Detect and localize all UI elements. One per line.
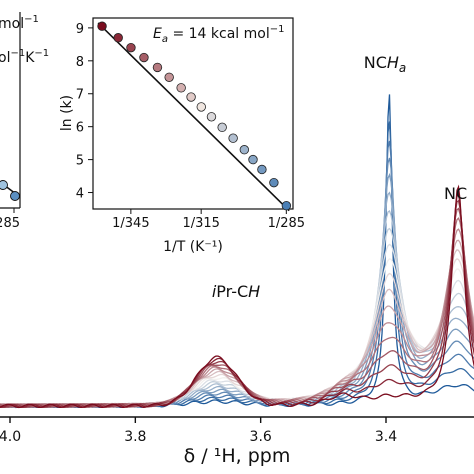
left-inset-x-tick-label: /285 bbox=[0, 216, 20, 231]
inset-y-axis-title: ln (k) bbox=[59, 95, 75, 131]
inset-y-tick-label: 4 bbox=[76, 187, 84, 202]
main-x-tick-label: 3.6 bbox=[250, 429, 272, 445]
inset-data-point bbox=[113, 33, 123, 43]
inset-x-tick-label: 1/315 bbox=[182, 216, 219, 231]
peak-labels: NCHa iPr-CH NC bbox=[212, 53, 467, 301]
inset-data-point bbox=[152, 62, 163, 73]
inset-x-tick-label: 1/345 bbox=[112, 216, 149, 231]
left-inset-point-1 bbox=[0, 180, 8, 190]
inset-data-point bbox=[186, 92, 196, 102]
left-inset-text-1: mol−1 bbox=[0, 14, 39, 32]
nmr-spectrum-panel: 4.0 3.8 3.6 3.4 δ / ¹H, ppm NCHa iPr-CH NC bbox=[0, 53, 474, 467]
peak-label-ipr: iPr-CH bbox=[212, 282, 260, 301]
inset-data-point bbox=[269, 177, 279, 188]
inset-y-tick-label: 5 bbox=[76, 154, 84, 169]
main-x-ticks: 4.0 3.8 3.6 3.4 bbox=[0, 417, 397, 445]
inset-annotation: Ea = 14 kcal mol−1 bbox=[153, 24, 284, 45]
main-x-tick-label: 3.8 bbox=[124, 429, 146, 445]
inset-data-point bbox=[126, 42, 136, 53]
inset-x-ticks: 1/345 1/315 1/285 bbox=[112, 209, 305, 231]
inset-y-tick-label: 8 bbox=[76, 55, 84, 70]
inset-data-point bbox=[248, 154, 258, 165]
inset-points bbox=[97, 21, 292, 211]
main-x-axis-title: δ / ¹H, ppm bbox=[184, 445, 291, 467]
spectrum-series bbox=[0, 199, 474, 408]
inset-data-point bbox=[228, 133, 238, 143]
spectrum-series bbox=[0, 192, 474, 409]
spectra-lines bbox=[0, 94, 474, 409]
main-x-tick-label: 4.0 bbox=[0, 429, 21, 445]
inset-data-point bbox=[97, 21, 107, 31]
peak-label-nc: NC bbox=[444, 184, 467, 203]
inset-data-point bbox=[176, 83, 186, 93]
inset-data-point bbox=[196, 102, 206, 112]
inset-data-point bbox=[206, 112, 217, 122]
inset-x-tick-label: 1/285 bbox=[268, 216, 305, 231]
peak-label-ncha: NCHa bbox=[364, 53, 407, 75]
left-inset-text-2: ol−1K−1 bbox=[0, 48, 49, 66]
inset-data-point bbox=[164, 72, 174, 82]
arrhenius-inset-panel: 4 5 6 7 8 9 1/345 1/315 1/285 Ea = 14 kcal mol−… bbox=[59, 17, 305, 255]
inset-x-axis-title: 1/T (K⁻¹) bbox=[163, 239, 223, 255]
left-inset-point-2 bbox=[10, 191, 20, 201]
inset-data-point bbox=[281, 201, 292, 211]
left-inset-panel: mol−1 ol−1K−1 /285 bbox=[0, 12, 49, 231]
inset-y-ticks: 4 5 6 7 8 9 bbox=[76, 22, 93, 202]
main-x-tick-label: 3.4 bbox=[375, 429, 397, 445]
inset-data-point bbox=[217, 122, 227, 133]
inset-y-tick-label: 9 bbox=[76, 22, 84, 37]
inset-fit-line bbox=[97, 22, 290, 212]
inset-data-point bbox=[239, 145, 250, 155]
inset-data-point bbox=[257, 164, 267, 175]
inset-y-tick-label: 6 bbox=[76, 121, 84, 136]
spectrum-series bbox=[0, 184, 474, 409]
inset-y-tick-label: 7 bbox=[76, 88, 84, 103]
inset-data-point bbox=[139, 52, 149, 63]
